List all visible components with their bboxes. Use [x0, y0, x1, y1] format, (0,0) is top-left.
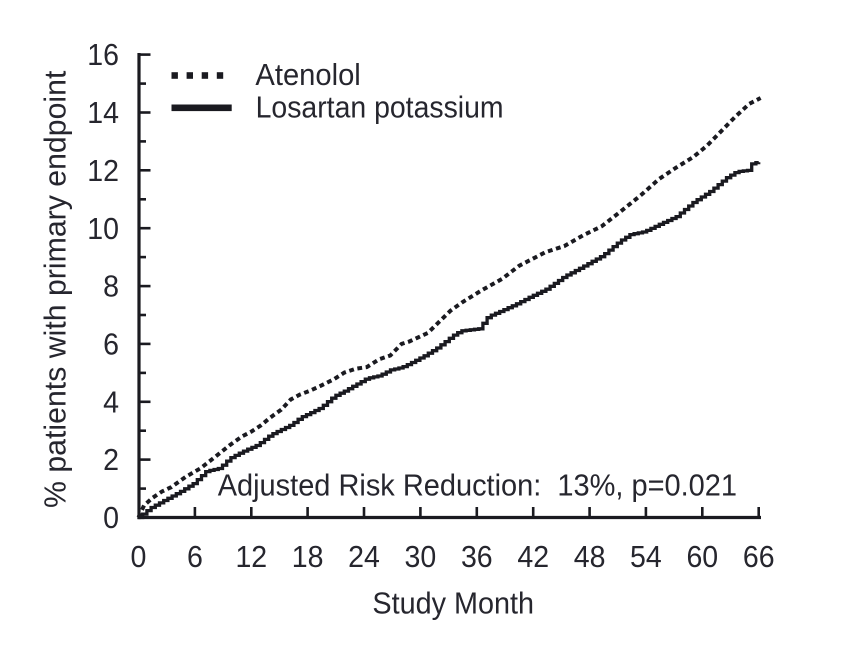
- svg-text:30: 30: [405, 539, 437, 574]
- svg-text:48: 48: [574, 539, 606, 574]
- svg-text:6: 6: [187, 539, 203, 574]
- svg-text:% patients with primary endpoi: % patients with primary endpoint: [38, 70, 73, 508]
- svg-text:18: 18: [292, 539, 324, 574]
- svg-text:2: 2: [103, 442, 119, 477]
- svg-text:Atenolol: Atenolol: [255, 57, 360, 92]
- svg-text:Study Month: Study Month: [372, 586, 534, 621]
- svg-text:6: 6: [103, 327, 119, 362]
- svg-text:60: 60: [686, 539, 718, 574]
- svg-text:4: 4: [103, 384, 119, 419]
- svg-text:24: 24: [348, 539, 380, 574]
- svg-text:8: 8: [103, 269, 119, 304]
- svg-text:Adjusted Risk Reduction: 13%,: Adjusted Risk Reduction: 13%, p=0.021: [218, 468, 737, 503]
- svg-text:0: 0: [103, 500, 119, 535]
- svg-text:0: 0: [131, 539, 147, 574]
- svg-text:10: 10: [87, 211, 119, 246]
- svg-text:36: 36: [461, 539, 493, 574]
- svg-text:14: 14: [87, 95, 119, 130]
- svg-text:42: 42: [517, 539, 549, 574]
- svg-text:Losartan potassium: Losartan potassium: [256, 90, 504, 125]
- svg-text:12: 12: [235, 539, 267, 574]
- svg-text:16: 16: [87, 37, 119, 72]
- svg-text:54: 54: [630, 539, 662, 574]
- svg-text:12: 12: [87, 153, 119, 188]
- svg-text:66: 66: [743, 539, 775, 574]
